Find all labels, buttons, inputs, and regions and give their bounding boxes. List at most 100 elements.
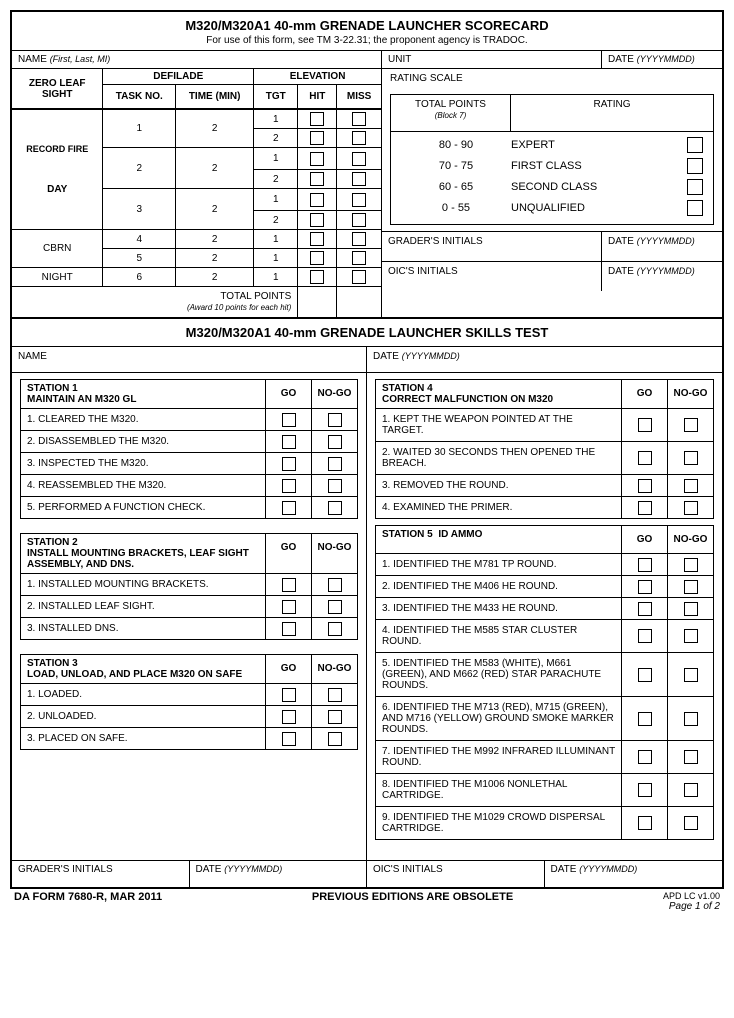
- tgt-cell: 1: [254, 189, 298, 211]
- footer-oic-date[interactable]: DATE (YYYYMMDD): [545, 861, 723, 887]
- hit-cell[interactable]: [298, 170, 337, 189]
- go-checkbox[interactable]: [265, 618, 311, 639]
- go-checkbox[interactable]: [621, 620, 667, 652]
- station-item-text: 3. REMOVED THE ROUND.: [376, 475, 621, 496]
- rating-checkbox[interactable]: [687, 137, 703, 153]
- form-page: M320/M320A1 40-mm GRENADE LAUNCHER SCORE…: [10, 10, 724, 889]
- nogo-checkbox[interactable]: [667, 475, 713, 496]
- oic-date-field[interactable]: DATE (YYYYMMDD): [602, 262, 722, 291]
- miss-cell[interactable]: [337, 230, 381, 249]
- go-checkbox[interactable]: [265, 684, 311, 705]
- miss-cell[interactable]: [337, 148, 381, 170]
- nogo-checkbox[interactable]: [311, 453, 357, 474]
- total-miss-cell[interactable]: [337, 287, 381, 318]
- oic-initials-field[interactable]: OIC'S INITIALS: [382, 262, 602, 291]
- footer-grader-date[interactable]: DATE (YYYYMMDD): [190, 861, 368, 887]
- go-checkbox[interactable]: [265, 497, 311, 518]
- miss-cell[interactable]: [337, 189, 381, 211]
- go-checkbox[interactable]: [621, 475, 667, 496]
- nogo-checkbox[interactable]: [667, 620, 713, 652]
- go-checkbox[interactable]: [621, 653, 667, 696]
- nogo-checkbox[interactable]: [311, 574, 357, 595]
- go-checkbox[interactable]: [621, 774, 667, 806]
- unit-label: UNIT: [388, 54, 411, 65]
- miss-cell[interactable]: [337, 249, 381, 268]
- go-checkbox[interactable]: [265, 574, 311, 595]
- go-checkbox[interactable]: [265, 409, 311, 430]
- nogo-checkbox[interactable]: [667, 807, 713, 839]
- nogo-header: NO-GO: [667, 526, 713, 553]
- hit-cell[interactable]: [298, 249, 337, 268]
- skills-date-field[interactable]: DATE (YYYYMMDD): [367, 347, 722, 372]
- grader-date-field[interactable]: DATE (YYYYMMDD): [602, 232, 722, 261]
- miss-cell[interactable]: [337, 211, 381, 230]
- go-checkbox[interactable]: [265, 475, 311, 496]
- go-checkbox[interactable]: [265, 453, 311, 474]
- skills-name-field[interactable]: NAME: [12, 347, 367, 372]
- nogo-checkbox[interactable]: [667, 497, 713, 518]
- go-checkbox[interactable]: [621, 409, 667, 441]
- station-item-row: 3. INSPECTED THE M320.: [21, 453, 357, 475]
- station-item-row: 3. INSTALLED DNS.: [21, 618, 357, 639]
- date-field[interactable]: DATE (YYYYMMDD): [602, 51, 722, 68]
- nogo-checkbox[interactable]: [667, 697, 713, 740]
- miss-cell[interactable]: [337, 268, 381, 287]
- nogo-checkbox[interactable]: [311, 728, 357, 749]
- nogo-checkbox[interactable]: [667, 409, 713, 441]
- hit-cell[interactable]: [298, 189, 337, 211]
- rating-checkbox[interactable]: [687, 200, 703, 216]
- tgt-cell: 2: [254, 211, 298, 230]
- nogo-checkbox[interactable]: [311, 409, 357, 430]
- rating-checkbox[interactable]: [687, 179, 703, 195]
- nogo-checkbox[interactable]: [667, 442, 713, 474]
- nogo-checkbox[interactable]: [311, 684, 357, 705]
- nogo-checkbox[interactable]: [667, 741, 713, 773]
- unit-field[interactable]: UNIT: [382, 51, 602, 68]
- go-header: GO: [265, 380, 311, 408]
- hit-cell[interactable]: [298, 110, 337, 129]
- hit-cell[interactable]: [298, 211, 337, 230]
- go-checkbox[interactable]: [265, 728, 311, 749]
- rating-checkbox[interactable]: [687, 158, 703, 174]
- go-checkbox[interactable]: [621, 807, 667, 839]
- go-checkbox[interactable]: [265, 706, 311, 727]
- nogo-checkbox[interactable]: [667, 576, 713, 597]
- nogo-checkbox[interactable]: [311, 596, 357, 617]
- go-checkbox[interactable]: [621, 497, 667, 518]
- nogo-checkbox[interactable]: [667, 774, 713, 806]
- hit-cell[interactable]: [298, 268, 337, 287]
- nogo-checkbox[interactable]: [311, 497, 357, 518]
- hit-cell[interactable]: [298, 230, 337, 249]
- miss-header: MISS: [337, 85, 381, 109]
- go-checkbox[interactable]: [621, 741, 667, 773]
- miss-cell[interactable]: [337, 170, 381, 189]
- go-checkbox[interactable]: [621, 442, 667, 474]
- hit-cell[interactable]: [298, 129, 337, 148]
- go-checkbox[interactable]: [621, 697, 667, 740]
- station-item-text: 3. IDENTIFIED THE M433 HE ROUND.: [376, 598, 621, 619]
- go-checkbox[interactable]: [265, 431, 311, 452]
- nogo-checkbox[interactable]: [667, 598, 713, 619]
- grader-initials-field[interactable]: GRADER'S INITIALS: [382, 232, 602, 261]
- nogo-checkbox[interactable]: [311, 706, 357, 727]
- footer-oic-initials[interactable]: OIC'S INITIALS: [367, 861, 545, 887]
- go-checkbox[interactable]: [621, 576, 667, 597]
- nogo-checkbox[interactable]: [667, 653, 713, 696]
- go-checkbox[interactable]: [621, 598, 667, 619]
- miss-cell[interactable]: [337, 110, 381, 129]
- nogo-checkbox[interactable]: [311, 618, 357, 639]
- total-hit-cell[interactable]: [298, 287, 337, 318]
- go-checkbox[interactable]: [265, 596, 311, 617]
- nogo-checkbox[interactable]: [311, 475, 357, 496]
- footer-grader-initials[interactable]: GRADER'S INITIALS: [12, 861, 190, 887]
- task-cell: 5: [103, 249, 176, 268]
- miss-cell[interactable]: [337, 129, 381, 148]
- nogo-checkbox[interactable]: [667, 554, 713, 575]
- go-checkbox[interactable]: [621, 554, 667, 575]
- rating-points: 60 - 65: [401, 181, 511, 193]
- date-label: DATE: [608, 54, 634, 65]
- name-field[interactable]: NAME (First, Last, MI): [12, 51, 382, 68]
- total-points-label: TOTAL POINTS (Award 10 points for each h…: [12, 287, 298, 318]
- hit-cell[interactable]: [298, 148, 337, 170]
- nogo-checkbox[interactable]: [311, 431, 357, 452]
